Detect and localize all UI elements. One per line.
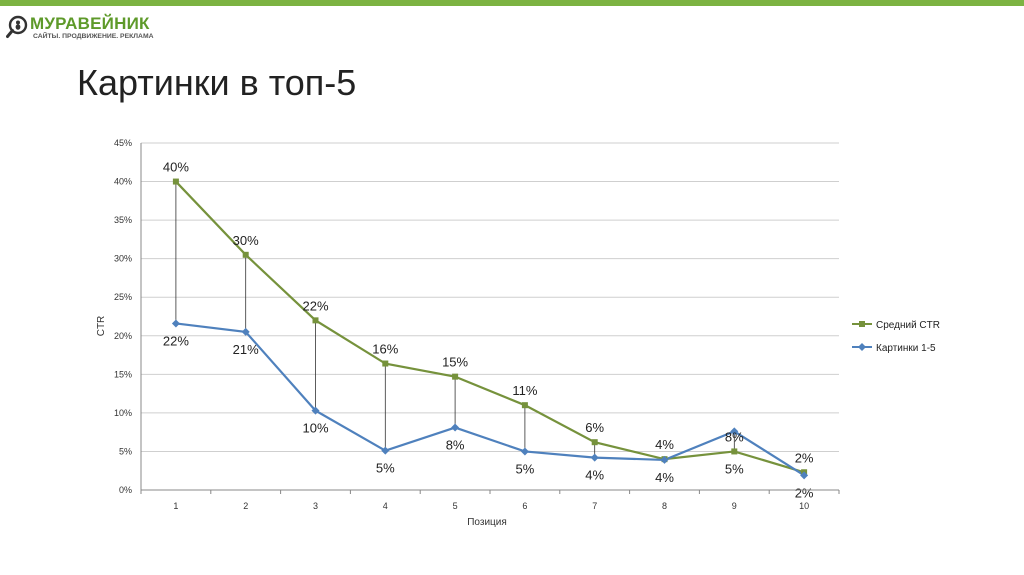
point-avg-ctr-6	[521, 402, 528, 409]
data-label-images-top5-2: 21%	[233, 342, 259, 357]
chart-series	[171, 178, 809, 480]
x-tick-label-2: 2	[243, 501, 248, 511]
chart-axes: Позиция CTR 0%5%10%15%20%25%30%35%40%45%…	[96, 138, 840, 528]
legend-marker-images-top5	[858, 343, 866, 351]
y-tick-label-8: 40%	[114, 177, 132, 187]
series-line-images-top5	[175, 322, 805, 477]
point-images-top5-10	[800, 471, 809, 480]
x-tick-label-10: 10	[799, 501, 809, 511]
point-images-top5-7	[590, 453, 599, 462]
chart-drop-lines	[175, 181, 805, 476]
data-label-avg-ctr-4: 16%	[372, 342, 398, 357]
point-avg-ctr-5	[452, 373, 459, 380]
y-axis-title: CTR	[96, 316, 107, 337]
top-accent-bar	[0, 0, 1024, 6]
y-tick-label-9: 45%	[114, 138, 132, 148]
company-logo: МУРАВЕЙНИК САЙТЫ. ПРОДВИЖЕНИЕ. РЕКЛАМА	[6, 12, 166, 46]
point-avg-ctr-9	[731, 448, 738, 455]
point-avg-ctr-1	[172, 178, 179, 185]
x-tick-label-1: 1	[173, 501, 178, 511]
data-label-avg-ctr-8: 4%	[655, 437, 674, 452]
point-avg-ctr-7	[591, 439, 598, 446]
data-label-avg-ctr-2: 30%	[233, 233, 259, 248]
series-line-avg-ctr	[175, 180, 805, 474]
data-label-images-top5-6: 5%	[516, 461, 535, 476]
legend-item-avg-ctr: Средний CTR	[852, 320, 940, 331]
point-images-top5-1	[171, 319, 180, 328]
x-tick-label-6: 6	[522, 501, 527, 511]
y-tick-label-6: 30%	[114, 254, 132, 264]
point-avg-ctr-3	[312, 317, 319, 324]
point-images-top5-5	[451, 423, 460, 432]
x-tick-label-8: 8	[662, 501, 667, 511]
x-tick-label-4: 4	[383, 501, 388, 511]
y-tick-label-1: 5%	[119, 446, 132, 456]
x-tick-label-5: 5	[453, 501, 458, 511]
data-label-images-top5-8: 4%	[655, 470, 674, 485]
x-tick-label-7: 7	[592, 501, 597, 511]
y-tick-label-2: 10%	[114, 408, 132, 418]
y-tick-label-0: 0%	[119, 485, 132, 495]
data-label-images-top5-9: 5%	[725, 461, 744, 476]
data-label-images-top5-3: 10%	[302, 421, 328, 436]
legend-marker-avg-ctr	[859, 321, 865, 327]
data-label-avg-ctr-7: 6%	[585, 420, 604, 435]
y-tick-label-3: 15%	[114, 369, 132, 379]
chart-data-labels: 40% 30% 22% 16% 15% 11% 6% 4% 8% 2% 22% 21% 10% 5% 8% 5…	[163, 160, 814, 501]
data-label-images-top5-4: 5%	[376, 461, 395, 476]
x-axis-title: Позиция	[467, 517, 507, 528]
point-avg-ctr-4	[382, 360, 389, 367]
point-images-top5-4	[381, 446, 390, 455]
y-tick-label-4: 20%	[114, 331, 132, 341]
point-images-top5-9	[730, 427, 739, 436]
y-tick-label-5: 25%	[114, 292, 132, 302]
data-label-avg-ctr-3: 22%	[302, 298, 328, 313]
x-tick-label-3: 3	[313, 501, 318, 511]
legend-label-avg-ctr: Средний CTR	[876, 320, 940, 331]
logo-tagline: САЙТЫ. ПРОДВИЖЕНИЕ. РЕКЛАМА	[33, 33, 154, 40]
x-tick-label-9: 9	[732, 501, 737, 511]
data-label-images-top5-1: 22%	[163, 333, 189, 348]
slide-title: Картинки в топ-5	[77, 62, 357, 103]
data-label-avg-ctr-1: 40%	[163, 160, 189, 175]
point-avg-ctr-2	[242, 251, 249, 258]
point-images-top5-6	[520, 447, 529, 456]
data-label-images-top5-7: 4%	[585, 468, 604, 483]
logo-name: МУРАВЕЙНИК	[30, 14, 150, 33]
data-label-images-top5-10: 2%	[795, 485, 814, 500]
data-label-avg-ctr-5: 15%	[442, 355, 468, 370]
magnifier-ant-icon	[6, 15, 28, 38]
point-images-top5-8	[660, 455, 669, 464]
point-images-top5-3	[311, 406, 320, 415]
y-tick-label-7: 35%	[114, 215, 132, 225]
data-label-avg-ctr-6: 11%	[512, 383, 537, 398]
data-label-avg-ctr-10: 2%	[795, 450, 814, 465]
chart-legend: Средний CTR Картинки 1-5	[852, 320, 940, 354]
legend-label-images-top5: Картинки 1-5	[876, 343, 936, 354]
point-images-top5-2	[241, 327, 250, 336]
data-label-avg-ctr-9: 8%	[725, 429, 744, 444]
data-label-images-top5-5: 8%	[446, 438, 465, 453]
legend-item-images-top5: Картинки 1-5	[852, 343, 936, 354]
